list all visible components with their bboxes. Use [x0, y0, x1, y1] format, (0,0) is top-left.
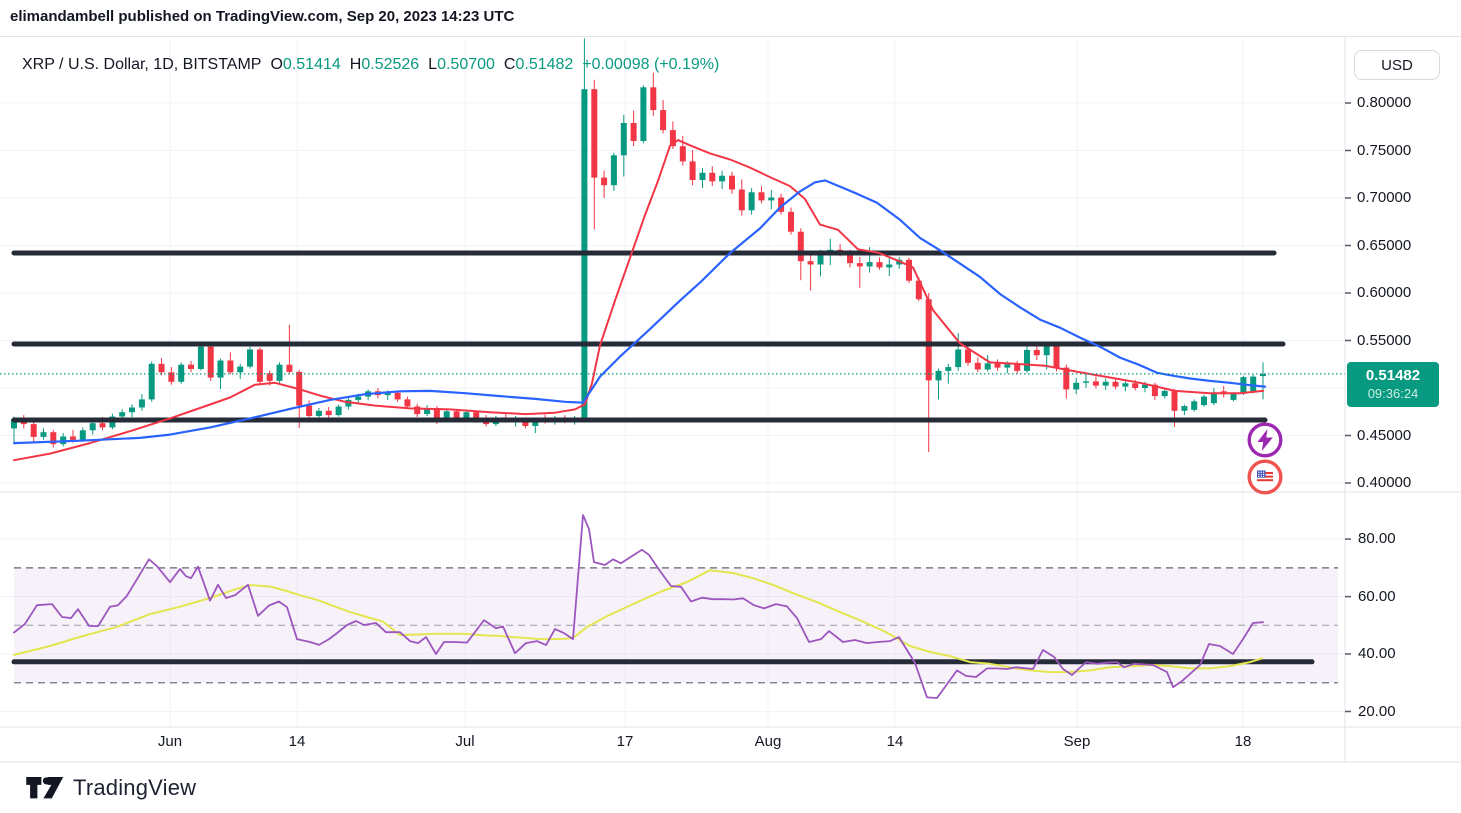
symbol-title: XRP / U.S. Dollar, 1D, BITSTAMP: [22, 56, 262, 73]
current-price: 0.51482: [1365, 367, 1421, 384]
tradingview-logo[interactable]: TradingView: [26, 775, 196, 801]
price-axis-label: 0.65000: [1357, 236, 1412, 254]
open-label: O: [270, 56, 283, 73]
open-value: 0.51414: [282, 56, 341, 73]
attribution-bar: elimandambell published on TradingView.c…: [0, 0, 1461, 37]
us-flag-icon: [1247, 459, 1283, 495]
rsi-axis-label: 60.00: [1358, 587, 1396, 605]
price-axis-label: 0.70000: [1357, 189, 1412, 206]
close-value: 0.51482: [515, 56, 574, 73]
price-axis-label: 0.40000: [1357, 474, 1412, 491]
lightning-icon: [1247, 422, 1283, 458]
low-label: L: [428, 56, 438, 73]
rsi-axis-label: 20.00: [1358, 702, 1396, 720]
attribution-text: elimandambell published on TradingView.c…: [10, 8, 515, 25]
price-axis-label: 0.75000: [1357, 141, 1412, 159]
tradingview-wordmark: TradingView: [73, 775, 197, 800]
time-axis-label: 17: [616, 733, 634, 750]
time-axis-label: Sep: [1063, 733, 1091, 750]
change-value: +0.00098 (+0.19%): [582, 56, 720, 73]
current-price-badge: 0.51482 09:36:24: [1347, 362, 1439, 407]
symbol-header[interactable]: XRP / U.S. Dollar, 1D, BITSTAMP O 0.5141…: [22, 56, 719, 74]
price-axis-label: 0.60000: [1357, 284, 1412, 301]
price-axis-label: 0.55000: [1357, 331, 1412, 349]
tradingview-logo-icon: [26, 776, 64, 798]
time-axis-label: 14: [288, 733, 306, 750]
time-axis-label: Jul: [455, 733, 475, 750]
ohlc-low: L 0.50700: [428, 56, 495, 74]
currency-toggle-button[interactable]: USD: [1354, 50, 1440, 80]
ohlc-open: O 0.51414: [270, 56, 340, 74]
close-label: C: [503, 56, 516, 73]
high-value: 0.52526: [361, 56, 420, 73]
time-axis-label: 14: [886, 733, 904, 750]
time-axis-label: Jun: [157, 733, 183, 750]
high-label: H: [349, 56, 362, 73]
time-axis-label: Aug: [754, 733, 782, 750]
bar-countdown: 09:36:24: [1367, 385, 1419, 401]
price-axis-label: 0.45000: [1357, 426, 1412, 444]
low-value: 0.50700: [437, 56, 495, 73]
time-axis-label: 18: [1234, 733, 1252, 750]
rsi-axis-label: 80.00: [1358, 530, 1396, 548]
ohlc-close: C 0.51482: [504, 56, 573, 74]
ohlc-high: H 0.52526: [350, 56, 419, 74]
price-axis-label: 0.80000: [1357, 94, 1412, 111]
rsi-axis-label: 40.00: [1358, 645, 1396, 662]
